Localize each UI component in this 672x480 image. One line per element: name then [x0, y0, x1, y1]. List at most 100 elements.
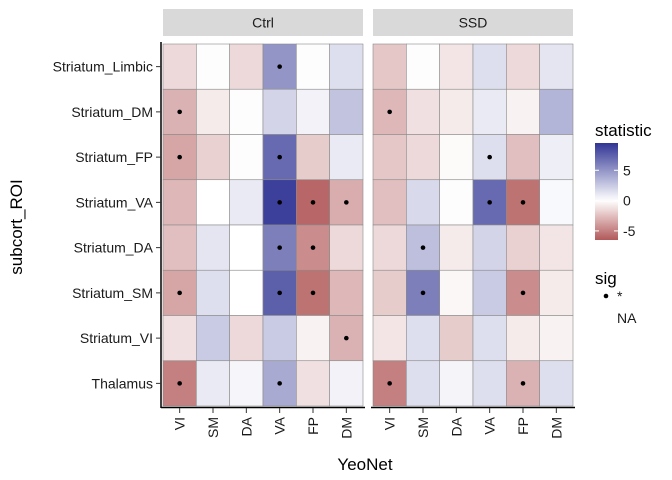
heatmap-cell [162, 179, 197, 226]
heatmap-cell [229, 224, 264, 271]
heatmap-cell [196, 360, 230, 407]
y-tick-label: Striatum_DM [71, 104, 153, 120]
y-tick-label: Striatum_VA [75, 194, 153, 210]
y-tick-label: Striatum_VI [80, 330, 153, 346]
fill-legend-title: statistic [595, 121, 652, 140]
facet-panels: Ctrl SSD [162, 9, 574, 407]
heatmap-cell [229, 269, 264, 316]
heatmap-cell [196, 88, 230, 135]
sig-dot [387, 109, 392, 115]
x-tick-label: VI [172, 417, 188, 430]
heatmap-cell [439, 360, 474, 407]
heatmap-cell [229, 43, 264, 90]
heatmap-cell [472, 360, 507, 407]
heatmap-cell [296, 88, 330, 135]
colorbar-tick-label: 5 [623, 162, 631, 178]
heatmap-cell [439, 224, 474, 271]
heatmap-cell [439, 179, 474, 226]
heatmap-cell [196, 224, 230, 271]
heatmap-cell [196, 43, 230, 90]
heatmap-cell [372, 315, 407, 362]
y-tick-label: Thalamus [92, 375, 153, 391]
heatmap-cell [329, 43, 364, 90]
sig-dot [310, 200, 316, 205]
x-tick-label: FP [305, 417, 321, 435]
sig-legend-title: sig [595, 269, 617, 288]
sig-legend-label-star: * [617, 288, 623, 304]
y-axis: Striatum_Limbic Striatum_DM Striatum_FP Str… [53, 42, 162, 408]
x-tick-label: SM [205, 417, 221, 438]
heatmap-cell [229, 360, 264, 407]
heatmap-cell [506, 134, 540, 181]
sig-dot [310, 290, 316, 296]
heatmap-cell [196, 134, 230, 181]
sig-dot [277, 290, 282, 296]
heatmap-cell [472, 224, 507, 271]
heatmap-cell [329, 360, 364, 407]
sig-dot [420, 245, 426, 250]
heatmap-cell [162, 43, 197, 90]
heatmap-cell [229, 134, 264, 181]
sig-dot [387, 381, 392, 386]
sig-legend-label-na: NA [617, 310, 637, 326]
facet-strip [373, 9, 573, 36]
heatmap-cell [196, 315, 230, 362]
sig-dot [344, 335, 349, 341]
heatmap-cell [372, 43, 407, 90]
x-tick-label: VI [382, 417, 398, 430]
x-tick-label: VA [482, 416, 498, 434]
sig-dot [177, 290, 182, 296]
heatmap-cell [262, 88, 297, 135]
heatmap-cell [329, 134, 364, 181]
heatmap-cell [539, 224, 574, 271]
heatmap-cell [196, 269, 230, 316]
facet-panel-ctrl: Ctrl [162, 9, 364, 407]
heatmap-cell [406, 315, 440, 362]
sig-legend-dot [603, 293, 609, 299]
x-tick-label: SM [415, 417, 431, 438]
sig-dot [420, 290, 426, 296]
heatmap-cell [506, 43, 540, 90]
sig-dot [277, 154, 282, 160]
heatmap-cell [229, 315, 264, 362]
heatmap-cell [472, 43, 507, 90]
x-tick-label: DM [338, 417, 354, 439]
heatmap-cell [539, 88, 574, 135]
heatmap-cell [296, 43, 330, 90]
sig-dot [277, 200, 282, 205]
heatmap-cell [439, 315, 474, 362]
heatmap-cell [329, 88, 364, 135]
heatmap-cell [262, 315, 297, 362]
heatmap-cell [472, 315, 507, 362]
heatmap-cell [162, 224, 197, 271]
heatmap-cell [406, 134, 440, 181]
heatmap-cell [296, 315, 330, 362]
x-tick-label: DM [548, 417, 564, 439]
x-axis-title: YeoNet [337, 455, 392, 474]
heatmap-cell [406, 179, 440, 226]
heatmap-cell [406, 360, 440, 407]
heatmap-cell [329, 224, 364, 271]
y-tick-label: Striatum_Limbic [53, 59, 153, 75]
heatmap-cell [439, 134, 474, 181]
sig-dot [177, 154, 182, 160]
heatmap-cell [539, 315, 574, 362]
sig-dot [277, 64, 282, 69]
heatmap-cell [329, 269, 364, 316]
sig-dot [520, 290, 526, 296]
heatmap-cell [196, 179, 230, 226]
heatmap-cell [539, 269, 574, 316]
heatmap-cell [296, 360, 330, 407]
heatmap-cell [229, 179, 264, 226]
x-tick-label: FP [515, 417, 531, 435]
heatmap-cell [539, 43, 574, 90]
sig-dot [520, 381, 526, 386]
sig-dot [344, 200, 349, 205]
heatmap-cell [506, 315, 540, 362]
y-tick-label: Striatum_SM [72, 285, 153, 301]
heatmap-cell [472, 269, 507, 316]
sig-dot [177, 109, 182, 115]
heatmap-cell [506, 88, 540, 135]
y-tick-label: Striatum_DA [74, 240, 154, 256]
